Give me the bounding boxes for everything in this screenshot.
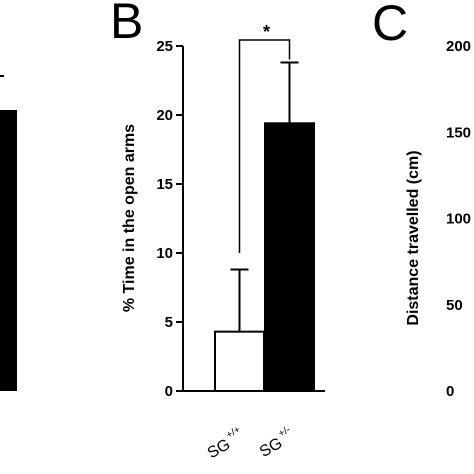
panel-c-y-tick-label: 200 [446, 38, 471, 55]
panel-c-y-tick-label: 0 [446, 383, 454, 400]
panel-b-y-tick-label: 5 [165, 314, 173, 331]
panel-b-y-tick-label: 15 [156, 176, 173, 193]
panel-c: C Distance travelled (cm) 200 150 100 50 0 [372, 0, 471, 400]
panel-b-significance-bracket [238, 39, 291, 253]
panel-b-category-label: SG+/- [255, 424, 298, 461]
panel-b-category-label: SG+/+ [203, 424, 248, 462]
panel-c-y-tick-label: 150 [446, 124, 471, 141]
panel-b: B % Time in the open arms 0 5 10 15 20 25 SG+/… [110, 0, 325, 462]
panel-b-y-tick-label: 25 [156, 38, 173, 55]
panel-b-chart: 0 5 10 15 20 25 SG+/+SG+/- * [156, 22, 325, 462]
panel-a [0, 75, 17, 391]
panel-b-bar [264, 122, 315, 392]
panel-c-ticks: 200 150 100 50 0 [446, 38, 471, 400]
panel-c-y-tick-label: 100 [446, 211, 471, 228]
panel-b-y-axis-title: % Time in the open arms [121, 124, 138, 312]
panel-b-bar [214, 330, 265, 393]
panel-b-y-tick-label: 0 [165, 383, 173, 400]
panel-c-y-axis-title: Distance travelled (cm) [405, 150, 422, 325]
panel-b-significance-mark: * [263, 22, 270, 42]
panel-b-letter: B [110, 0, 143, 49]
panel-c-y-tick-label: 50 [446, 297, 463, 314]
panel-a-bar [0, 110, 17, 391]
panel-b-y-tick-label: 10 [156, 245, 173, 262]
panel-c-letter: C [372, 0, 408, 51]
panel-b-y-tick-label: 20 [156, 107, 173, 124]
